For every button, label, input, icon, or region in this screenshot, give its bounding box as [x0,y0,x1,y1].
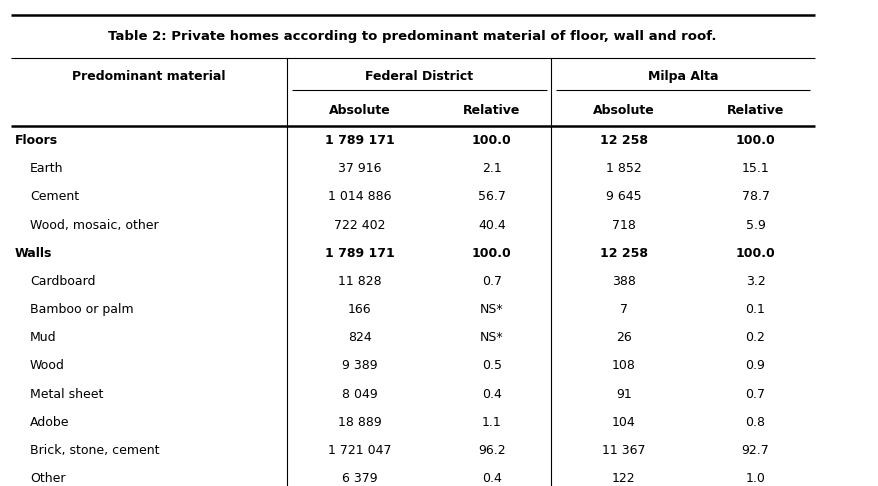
Text: 6 379: 6 379 [342,472,378,485]
Text: Bamboo or palm: Bamboo or palm [30,303,133,316]
Text: Relative: Relative [463,104,520,117]
Text: Absolute: Absolute [592,104,654,117]
Text: 100.0: 100.0 [735,247,774,260]
Text: 0.4: 0.4 [481,388,501,400]
Text: 7: 7 [619,303,627,316]
Text: 92.7: 92.7 [741,444,768,457]
Text: 104: 104 [611,416,635,429]
Text: 388: 388 [611,275,635,288]
Text: 37 916: 37 916 [338,162,381,175]
Text: 0.1: 0.1 [745,303,765,316]
Text: 2.1: 2.1 [481,162,501,175]
Text: Cement: Cement [30,191,79,203]
Text: Wood: Wood [30,360,65,372]
Text: 0.2: 0.2 [745,331,765,344]
Text: 5.9: 5.9 [745,219,765,231]
Text: Other: Other [30,472,65,485]
Text: 12 258: 12 258 [599,134,647,147]
Text: 40.4: 40.4 [478,219,505,231]
Text: 18 889: 18 889 [338,416,381,429]
Text: 1 789 171: 1 789 171 [325,247,394,260]
Text: 122: 122 [611,472,635,485]
Text: 100.0: 100.0 [471,134,511,147]
Text: 15.1: 15.1 [741,162,768,175]
Text: 0.7: 0.7 [745,388,765,400]
Text: 26: 26 [615,331,630,344]
Text: 78.7: 78.7 [741,191,768,203]
Text: Milpa Alta: Milpa Alta [647,70,717,83]
Text: 11 828: 11 828 [338,275,381,288]
Text: 100.0: 100.0 [471,247,511,260]
Text: 166: 166 [348,303,371,316]
Text: NS*: NS* [479,303,503,316]
Text: Mud: Mud [30,331,56,344]
Text: 1 721 047: 1 721 047 [327,444,392,457]
Text: 96.2: 96.2 [478,444,505,457]
Text: 9 645: 9 645 [605,191,641,203]
Text: Earth: Earth [30,162,63,175]
Text: 722 402: 722 402 [334,219,385,231]
Text: 0.7: 0.7 [481,275,501,288]
Text: 3.2: 3.2 [745,275,765,288]
Text: 1 789 171: 1 789 171 [325,134,394,147]
Text: 1 014 886: 1 014 886 [327,191,392,203]
Text: 91: 91 [615,388,630,400]
Text: 8 049: 8 049 [342,388,378,400]
Text: 824: 824 [348,331,371,344]
Text: 718: 718 [611,219,635,231]
Text: 1.0: 1.0 [745,472,765,485]
Text: Metal sheet: Metal sheet [30,388,103,400]
Text: 0.5: 0.5 [481,360,501,372]
Text: Walls: Walls [15,247,53,260]
Text: NS*: NS* [479,331,503,344]
Text: 0.4: 0.4 [481,472,501,485]
Text: Brick, stone, cement: Brick, stone, cement [30,444,159,457]
Text: Federal District: Federal District [364,70,473,83]
Text: 12 258: 12 258 [599,247,647,260]
Text: 11 367: 11 367 [601,444,644,457]
Text: Wood, mosaic, other: Wood, mosaic, other [30,219,158,231]
Text: 108: 108 [611,360,635,372]
Text: 9 389: 9 389 [342,360,378,372]
Text: Relative: Relative [726,104,783,117]
Text: 0.8: 0.8 [745,416,765,429]
Text: 56.7: 56.7 [478,191,505,203]
Text: Predominant material: Predominant material [72,70,226,83]
Text: 0.9: 0.9 [745,360,765,372]
Text: Adobe: Adobe [30,416,69,429]
Text: Floors: Floors [15,134,58,147]
Text: 100.0: 100.0 [735,134,774,147]
Text: Cardboard: Cardboard [30,275,96,288]
Text: 1.1: 1.1 [481,416,501,429]
Text: 1 852: 1 852 [605,162,641,175]
Text: Absolute: Absolute [328,104,391,117]
Text: Table 2: Private homes according to predominant material of floor, wall and roof: Table 2: Private homes according to pred… [108,30,716,43]
